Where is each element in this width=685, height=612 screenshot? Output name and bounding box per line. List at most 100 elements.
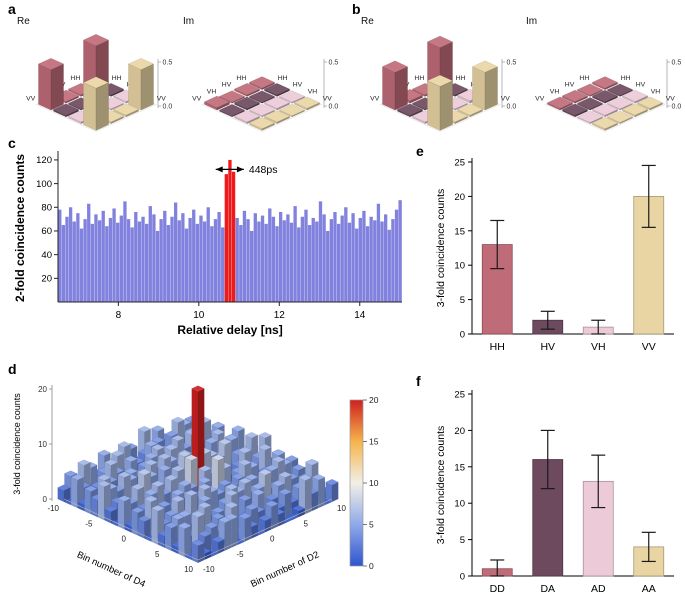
- svg-text:VH: VH: [207, 88, 217, 95]
- svg-text:15: 15: [454, 226, 465, 237]
- panel-label-d: d: [8, 361, 17, 377]
- z-axis-label: 3-fold coincidence counts: [12, 393, 22, 495]
- svg-text:10: 10: [184, 565, 193, 574]
- svg-text:0.0: 0.0: [163, 104, 173, 111]
- svg-text:DA: DA: [540, 583, 555, 595]
- svg-text:10: 10: [193, 310, 205, 321]
- svg-text:0: 0: [43, 495, 48, 504]
- svg-text:VH: VH: [550, 88, 560, 95]
- svg-text:HV: HV: [565, 82, 575, 89]
- svg-text:25: 25: [454, 390, 465, 401]
- histogram-plot: 20 40 60 80 100 120 8 10 12 14 Relative delay [ns]…: [13, 151, 402, 337]
- svg-text:10: 10: [454, 499, 465, 510]
- svg-text:-5: -5: [85, 519, 93, 528]
- panel-label-a: a: [8, 1, 16, 17]
- svg-text:15: 15: [454, 462, 465, 473]
- svg-text:5: 5: [304, 519, 309, 528]
- matrix-part-title: Re: [361, 16, 374, 27]
- panel-label-f: f: [416, 373, 421, 389]
- svg-text:0: 0: [460, 330, 465, 341]
- svg-text:AD: AD: [591, 583, 606, 595]
- svg-text:VV: VV: [323, 95, 333, 102]
- svg-text:0: 0: [369, 561, 374, 571]
- svg-text:HH: HH: [621, 75, 631, 82]
- svg-text:0.0: 0.0: [672, 104, 682, 111]
- d4-axis-label: Bin number of D4: [75, 549, 147, 590]
- svg-text:DD: DD: [490, 583, 506, 595]
- matrix-part-title: Im: [526, 16, 537, 27]
- svg-text:5: 5: [369, 520, 374, 530]
- svg-text:20: 20: [369, 395, 379, 405]
- svg-text:0: 0: [122, 535, 127, 544]
- y-axis-label: 3-fold coincidence counts: [435, 189, 447, 308]
- 3d-histogram-plot: 0 10 20 3-fold coincidence counts -10 -10 -5 -5…: [12, 385, 379, 590]
- tomo-plot-a_im: Im 0.5 0.0 HH HH HV HV VH VH VV VV: [183, 16, 339, 132]
- panel-label-e: e: [416, 143, 424, 159]
- panel-label-c: c: [8, 135, 16, 151]
- svg-text:0.5: 0.5: [672, 60, 682, 67]
- svg-text:20: 20: [454, 192, 465, 203]
- panel-e-bar-chart: 0 5 10 15 20 25 HH HV VH VV 3-fold coincidence cou…: [432, 150, 680, 362]
- svg-text:VV: VV: [370, 95, 380, 102]
- colorbar: [349, 399, 364, 567]
- svg-text:5: 5: [155, 550, 160, 559]
- svg-text:VH: VH: [651, 88, 661, 95]
- svg-text:8: 8: [116, 310, 122, 321]
- svg-text:HH: HH: [112, 75, 122, 82]
- svg-text:20: 20: [454, 426, 465, 437]
- svg-text:HH: HH: [70, 75, 80, 82]
- svg-text:0.5: 0.5: [507, 60, 517, 67]
- svg-text:VV: VV: [642, 341, 656, 353]
- svg-text:15: 15: [369, 437, 379, 447]
- svg-text:VH: VH: [591, 341, 606, 353]
- tomo-plot-b_im: Im 0.5 0.0 HH HH HV HV VH VH VV VV: [526, 16, 682, 132]
- svg-text:HV: HV: [222, 82, 232, 89]
- svg-text:10: 10: [454, 261, 465, 272]
- svg-text:5: 5: [460, 295, 465, 306]
- svg-text:100: 100: [36, 179, 52, 190]
- peak-width-annotation: 448ps: [249, 164, 278, 176]
- svg-text:0.5: 0.5: [329, 60, 339, 67]
- matrix-part-title: Im: [183, 16, 194, 27]
- svg-text:40: 40: [41, 250, 52, 261]
- y-axis-label: 3-fold coincidence counts: [435, 426, 447, 545]
- svg-text:VV: VV: [666, 95, 676, 102]
- svg-text:HV: HV: [636, 82, 646, 89]
- svg-text:0.0: 0.0: [329, 104, 339, 111]
- panel-c-histogram: 20 40 60 80 100 120 8 10 12 14 Relative delay [ns]…: [10, 146, 408, 338]
- panel-a-im-tomography: Im 0.5 0.0 HH HH HV HV VH VH VV VV: [178, 8, 342, 136]
- svg-text:HH: HH: [456, 75, 466, 82]
- bar-chart-e: 0 5 10 15 20 25 HH HV VH VV 3-fold coincidence cou…: [435, 158, 674, 353]
- svg-text:0.5: 0.5: [163, 60, 173, 67]
- svg-text:-10: -10: [47, 504, 59, 513]
- svg-text:120: 120: [36, 155, 52, 166]
- panel-label-b: b: [352, 1, 361, 17]
- y-axis-label: 2-fold coincidence counts: [13, 154, 27, 302]
- svg-text:10: 10: [369, 478, 379, 488]
- svg-text:VV: VV: [157, 95, 167, 102]
- svg-text:VH: VH: [308, 88, 318, 95]
- bar-chart-f: 0 5 10 15 20 25 DD DA AD AA 3-fold coincidence cou…: [435, 390, 674, 595]
- svg-text:10: 10: [38, 440, 47, 449]
- panel-b-im-tomography: Im 0.5 0.0 HH HH HV HV VH VH VV VV: [521, 8, 685, 136]
- svg-text:20: 20: [41, 274, 52, 285]
- svg-text:HV: HV: [293, 82, 303, 89]
- svg-text:VV: VV: [501, 95, 511, 102]
- svg-text:10: 10: [337, 504, 346, 513]
- matrix-part-title: Re: [17, 16, 30, 27]
- d2-axis-label: Bin number of D2: [249, 549, 321, 590]
- svg-text:0: 0: [460, 572, 465, 583]
- svg-text:HH: HH: [414, 75, 424, 82]
- x-axis-label: Relative delay [ns]: [177, 323, 282, 337]
- svg-text:HH: HH: [579, 75, 589, 82]
- svg-text:14: 14: [354, 310, 366, 321]
- svg-text:HH: HH: [236, 75, 246, 82]
- svg-text:VV: VV: [535, 95, 545, 102]
- svg-text:-10: -10: [203, 565, 215, 574]
- svg-text:HH: HH: [278, 75, 288, 82]
